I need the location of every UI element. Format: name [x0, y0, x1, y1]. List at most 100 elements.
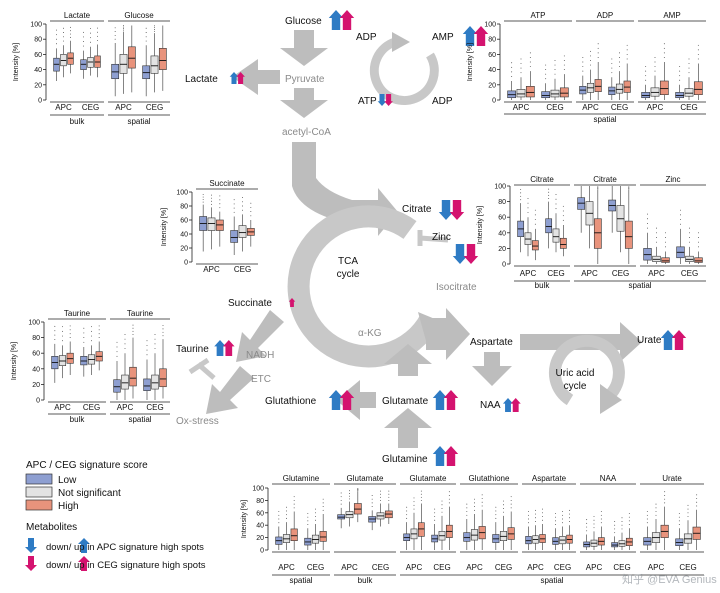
box-apc-low — [517, 188, 525, 253]
y-tick-label: 80 — [180, 204, 188, 211]
panel-title: Urate — [662, 474, 682, 483]
y-tick-label: 40 — [256, 523, 264, 530]
panel-title: AMP — [663, 11, 680, 20]
legend-apc-up-icon — [78, 538, 90, 553]
group-label: CEG — [613, 563, 630, 572]
box-ceg-high — [693, 44, 703, 100]
glutamate-ceg-arrow-icon — [443, 390, 459, 410]
group-label: CEG — [612, 269, 629, 278]
box-ceg-high — [319, 498, 327, 550]
subgroup-label: spatial — [628, 281, 651, 290]
group-label: APC — [648, 269, 665, 278]
lactate-ceg-arrow-icon — [236, 72, 245, 84]
box-apc-low — [403, 506, 411, 550]
box-apc-ns — [282, 506, 291, 550]
uric-cycle-label-2: cycle — [564, 381, 587, 392]
uric-cycle-label-1: Uric acid — [556, 368, 595, 379]
y-tick-label: 20 — [488, 82, 496, 89]
subgroup-label: bulk — [535, 281, 551, 290]
box-apc-ns — [585, 186, 594, 249]
legend-high-swatch — [25, 499, 53, 511]
group-label: APC — [582, 103, 599, 112]
etc-label: ETC — [251, 374, 271, 385]
box-ceg-high — [384, 490, 393, 524]
box-ceg-high — [559, 205, 567, 257]
box-ceg-high — [94, 27, 101, 78]
y-tick-label: 40 — [32, 366, 40, 373]
y-tick-label: 0 — [38, 98, 42, 105]
box-apc-ns — [119, 25, 128, 94]
lactate-label: Lactate — [185, 74, 218, 85]
group-label: APC — [466, 563, 483, 572]
box-apc-high — [129, 324, 137, 399]
lactate_glucose-chart: 0 20 40 60 80 100 Intensity [%] Lactate APC CEG Gl… — [13, 11, 170, 126]
box-apc-high — [525, 52, 535, 100]
box-ceg-high — [95, 325, 103, 371]
taurine-label: Taurine — [176, 344, 209, 355]
group-label: APC — [203, 265, 220, 274]
panel-title: Citrate — [593, 175, 617, 184]
group-label: APC — [581, 269, 598, 278]
panel-title: Taurine — [64, 309, 91, 318]
panel-title: Glutamate — [410, 474, 447, 483]
legend-ceg-up-icon — [78, 556, 90, 571]
direction-arrows — [214, 10, 687, 466]
subgroup-label: bulk — [70, 415, 86, 424]
group-label: CEG — [146, 103, 163, 112]
box-apc-ns — [524, 198, 532, 257]
box-apc-low — [275, 511, 283, 550]
legend-metabolites-title: Metabolites — [26, 522, 77, 533]
group-label: CEG — [83, 403, 100, 412]
group-label: APC — [341, 563, 358, 572]
box-ceg-high — [566, 509, 573, 550]
box-apc-low — [525, 511, 532, 550]
box-apc-low — [113, 341, 121, 400]
panel-title: Citrate — [530, 175, 554, 184]
box-ceg-ns — [87, 28, 94, 76]
atp-adp-cycle — [369, 37, 439, 106]
group-label: APC — [648, 563, 665, 572]
group-label: CEG — [82, 103, 99, 112]
glutamine-ceg-arrow-icon — [443, 446, 459, 466]
y-tick-label: 0 — [492, 98, 496, 105]
naa-apc-arrow-icon — [502, 398, 514, 412]
y-axis-label: Intensity [%] — [161, 208, 168, 246]
box-ceg-ns — [684, 58, 694, 100]
y-tick-label: 80 — [256, 498, 264, 505]
box-apc-high — [478, 494, 486, 550]
box-apc-low — [643, 511, 652, 550]
box-apc-low — [579, 56, 587, 100]
tca-cycle-ring — [287, 205, 440, 368]
panel-title: Glutathione — [469, 474, 510, 483]
box-ceg-low — [143, 340, 151, 400]
legend-low-label: Low — [58, 475, 77, 486]
box-ceg-low — [608, 58, 616, 100]
glutathione-apc-arrow-icon — [328, 390, 344, 410]
group-label: CEG — [554, 563, 571, 572]
aspartate-label: Aspartate — [470, 337, 513, 348]
y-tick-label: 100 — [28, 320, 40, 327]
legend-apc-text: down/ up in APC signature high spots — [46, 542, 204, 553]
subgroup-label: bulk — [358, 576, 374, 585]
box-ceg-ns — [685, 227, 694, 264]
y-axis-label: Intensity [%] — [467, 43, 474, 81]
zinc-label: Zinc — [432, 232, 451, 243]
urate-ceg-arrow-icon — [671, 330, 687, 350]
box-ceg-high — [507, 496, 515, 550]
box-ceg-ns — [618, 517, 626, 550]
y-tick-label: 60 — [256, 510, 264, 517]
group-label: CEG — [680, 103, 697, 112]
taurine-chart: 0 20 40 60 80 100 Intensity [%] Taurine APC CEG Ta… — [11, 309, 170, 424]
legend-low-swatch — [25, 473, 53, 485]
box-ceg-low — [492, 506, 500, 550]
y-tick-label: 40 — [488, 67, 496, 74]
okg-label: α-KG — [358, 328, 382, 339]
zinc-apc-arrow-icon — [452, 244, 468, 264]
group-label: CEG — [495, 563, 512, 572]
glutamine-apc-arrow-icon — [432, 446, 448, 466]
subgroup-label: bulk — [70, 117, 86, 126]
taurine-inhibition-mark — [188, 357, 216, 380]
group-label: CEG — [547, 269, 564, 278]
box-apc-high — [215, 195, 224, 247]
